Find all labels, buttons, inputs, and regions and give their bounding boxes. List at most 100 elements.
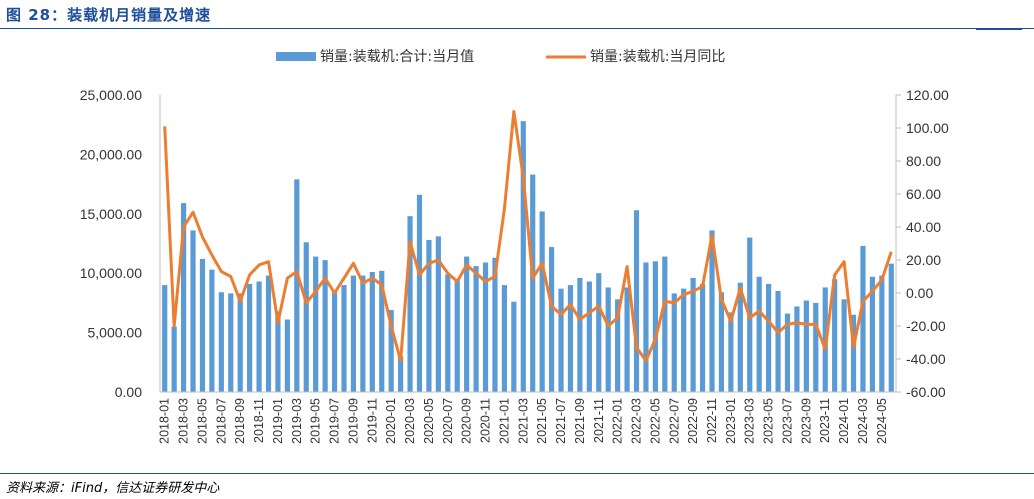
sales-bar bbox=[492, 257, 498, 392]
x-tick-label: 2019-09 bbox=[346, 398, 360, 444]
x-tick-label: 2021-09 bbox=[573, 398, 587, 444]
title-rule bbox=[0, 28, 1034, 29]
x-tick-label: 2021-03 bbox=[516, 398, 530, 444]
sales-bar bbox=[794, 306, 800, 392]
sales-bar bbox=[520, 121, 526, 392]
source-note: 资料来源：iFind，信达证券研发中心 bbox=[6, 481, 220, 496]
sales-bar bbox=[577, 277, 583, 392]
sales-bar bbox=[360, 275, 366, 392]
left-axis-ticks: 25,000.00 20,000.00 15,000.00 10,000.00 5,00… bbox=[80, 87, 143, 400]
right-tick-label: 100.00 bbox=[906, 120, 949, 136]
sales-bar bbox=[728, 312, 734, 392]
x-tick-label: 2022-03 bbox=[630, 398, 644, 444]
sales-bar bbox=[265, 275, 272, 392]
sales-bar bbox=[162, 285, 168, 392]
x-tick-label: 2021-05 bbox=[535, 398, 549, 444]
sales-bar bbox=[860, 245, 866, 392]
sales-bar bbox=[615, 299, 621, 392]
sales-bar bbox=[294, 179, 300, 392]
sales-bar bbox=[567, 285, 574, 392]
sales-bar bbox=[237, 293, 243, 392]
sales-bar bbox=[643, 262, 649, 392]
sales-bar bbox=[407, 216, 413, 392]
sales-bar bbox=[624, 287, 630, 392]
left-tick-label: 10,000.00 bbox=[80, 265, 142, 281]
sales-bar bbox=[256, 281, 262, 392]
sales-bar bbox=[718, 292, 725, 392]
left-tick-label: 25,000.00 bbox=[80, 87, 142, 103]
x-tick-label: 2018-01 bbox=[158, 398, 172, 444]
right-tick-label: -40.00 bbox=[906, 351, 946, 367]
sales-bar bbox=[464, 256, 470, 392]
sales-bar bbox=[511, 301, 517, 392]
sales-bar bbox=[869, 276, 876, 392]
x-tick-label: 2023-09 bbox=[799, 398, 813, 444]
right-tick-label: 120.00 bbox=[906, 87, 949, 103]
sales-bar bbox=[247, 283, 253, 392]
right-tick-label: 60.00 bbox=[906, 186, 941, 202]
sales-bar bbox=[662, 256, 668, 392]
sales-bar bbox=[322, 260, 328, 392]
x-tick-label: 2018-11 bbox=[252, 398, 266, 443]
sales-bar bbox=[841, 299, 847, 392]
x-tick-label: 2020-11 bbox=[479, 398, 493, 443]
sales-bar bbox=[199, 258, 206, 392]
sales-bar bbox=[756, 276, 762, 392]
x-tick-label: 2020-03 bbox=[403, 398, 417, 444]
x-tick-label: 2022-01 bbox=[611, 398, 625, 444]
title-rule-accent bbox=[976, 28, 1022, 30]
x-tick-label: 2022-11 bbox=[705, 398, 719, 443]
sales-bar bbox=[766, 283, 772, 392]
legend: 销量:装载机:合计:当月值 销量:装载机:当月同比 bbox=[276, 49, 725, 65]
sales-bar bbox=[690, 277, 696, 392]
x-tick-label: 2021-01 bbox=[497, 398, 511, 444]
sales-bar bbox=[652, 261, 658, 392]
x-tick-label: 2024-01 bbox=[837, 398, 851, 444]
sales-bar bbox=[313, 256, 319, 392]
sales-bar bbox=[586, 281, 592, 392]
sales-bar bbox=[416, 194, 423, 392]
x-tick-label: 2024-03 bbox=[856, 398, 870, 444]
x-tick-label: 2020-01 bbox=[384, 398, 398, 444]
left-tick-label: 5,000.00 bbox=[88, 325, 143, 341]
x-tick-label: 2019-05 bbox=[309, 398, 323, 444]
x-tick-label: 2018-03 bbox=[177, 398, 191, 444]
chart-title: 图 28：装载机月销量及增速 bbox=[6, 6, 212, 24]
sales-bar bbox=[850, 314, 857, 392]
sales-bar bbox=[558, 288, 564, 392]
sales-bar bbox=[530, 174, 536, 392]
left-tick-label: 15,000.00 bbox=[80, 206, 142, 222]
sales-bar bbox=[350, 275, 357, 392]
x-tick-label: 2023-03 bbox=[743, 398, 757, 444]
sales-bar bbox=[548, 247, 555, 392]
yoy-series-line bbox=[163, 110, 893, 363]
sales-bar bbox=[398, 356, 404, 392]
yoy-line bbox=[163, 110, 893, 363]
legend-line-label: 销量:装载机:当月同比 bbox=[590, 49, 725, 65]
x-tick-label: 2019-03 bbox=[290, 398, 304, 444]
sales-bar bbox=[435, 236, 441, 392]
x-axis-ticks: 2018-01 2018-03 2018-05 2018-07 2018-09 2018-… bbox=[158, 398, 889, 444]
legend-bar-swatch bbox=[276, 52, 316, 61]
sales-bar bbox=[888, 263, 894, 392]
sales-bar bbox=[605, 287, 611, 392]
right-tick-label: 40.00 bbox=[906, 219, 941, 235]
x-tick-label: 2021-07 bbox=[554, 398, 568, 444]
x-tick-label: 2019-07 bbox=[328, 398, 342, 444]
x-tick-label: 2024-05 bbox=[875, 398, 889, 444]
right-tick-label: 80.00 bbox=[906, 153, 941, 169]
sales-bar bbox=[709, 230, 715, 392]
sales-bar bbox=[218, 292, 224, 392]
x-tick-label: 2022-09 bbox=[686, 398, 700, 444]
sales-bar bbox=[596, 273, 602, 392]
sales-bar bbox=[379, 270, 385, 392]
sales-bar bbox=[813, 302, 819, 392]
left-tick-label: 0.00 bbox=[115, 384, 142, 400]
x-tick-label: 2018-05 bbox=[195, 398, 209, 444]
sales-bar bbox=[671, 293, 677, 392]
x-tick-label: 2018-09 bbox=[233, 398, 247, 444]
chart: 销量:装载机:合计:当月值 销量:装载机:当月同比 25,000.00 20,00… bbox=[80, 49, 949, 444]
x-tick-label: 2020-07 bbox=[441, 398, 455, 444]
sales-bar bbox=[303, 242, 309, 392]
sales-bar bbox=[369, 272, 375, 392]
